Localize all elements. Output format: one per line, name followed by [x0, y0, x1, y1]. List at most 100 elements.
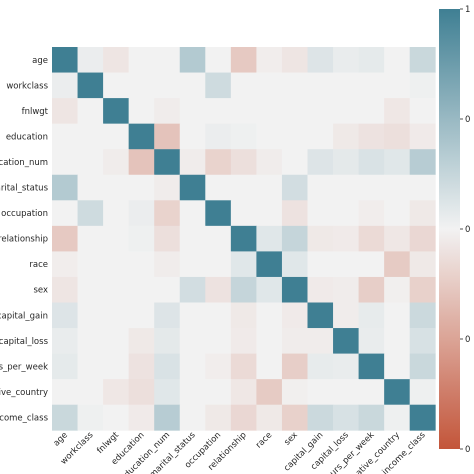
heatmap-cell — [358, 174, 385, 201]
heatmap-cell — [103, 47, 130, 73]
heatmap-cell — [281, 149, 308, 176]
heatmap-cell — [333, 251, 359, 278]
heatmap-cell — [358, 353, 385, 380]
heatmap-cell — [154, 47, 181, 73]
heatmap-cell — [205, 200, 232, 227]
heatmap-cell — [307, 200, 334, 227]
heatmap-cell — [281, 98, 308, 125]
heatmap-cell — [333, 200, 359, 227]
heatmap-cell — [409, 404, 436, 431]
heatmap-cell — [409, 149, 436, 176]
heatmap-cell — [333, 47, 359, 73]
heatmap-cell — [103, 98, 130, 125]
heatmap-cell — [230, 47, 257, 73]
heatmap-cell — [281, 302, 308, 329]
heatmap-cell — [333, 379, 359, 406]
heatmap-cell — [281, 353, 308, 380]
heatmap-cell — [154, 404, 181, 431]
heatmap-cell — [205, 149, 232, 176]
heatmap-cell — [154, 302, 181, 329]
heatmap-cell — [333, 72, 359, 99]
heatmap-cell — [179, 200, 206, 227]
heatmap-cell — [384, 123, 411, 150]
heatmap-cell — [154, 225, 181, 252]
heatmap-cell — [77, 353, 104, 380]
heatmap-cell — [103, 123, 130, 150]
heatmap-cell — [384, 328, 411, 354]
heatmap-cell — [77, 200, 104, 227]
heatmap-cell — [128, 98, 155, 125]
heatmap-cell — [281, 404, 308, 431]
heatmap-cell — [205, 302, 232, 329]
heatmap-cell — [384, 251, 411, 278]
heatmap-cell — [179, 123, 206, 150]
heatmap-cell — [307, 353, 334, 380]
heatmap-cell — [307, 404, 334, 431]
heatmap-cell — [52, 404, 78, 431]
heatmap-cell — [358, 379, 385, 406]
colorbar: 1 0 0 0 0 — [439, 5, 470, 455]
heatmap-cell — [103, 72, 130, 99]
heatmap-cell — [230, 98, 257, 125]
heatmap-cell — [307, 379, 334, 406]
heatmap-cell — [358, 47, 385, 73]
heatmap-cell — [307, 225, 334, 252]
heatmap-cell — [230, 276, 257, 303]
heatmap-cell — [358, 251, 385, 278]
heatmap-cell — [256, 225, 283, 252]
heatmap-cell — [281, 47, 308, 73]
heatmap-cell — [77, 225, 104, 252]
y-tick-label: workclass — [6, 81, 48, 91]
heatmap-cell — [409, 302, 436, 329]
heatmap-cell — [154, 328, 181, 354]
heatmap-cell — [179, 72, 206, 99]
heatmap-cell — [103, 251, 130, 278]
colorbar-tick-label: 0 — [465, 225, 470, 235]
heatmap-cell — [409, 174, 436, 201]
heatmap-cell — [333, 328, 359, 354]
heatmap-cell — [307, 302, 334, 329]
heatmap-cell — [307, 47, 334, 73]
heatmap-cell — [77, 276, 104, 303]
heatmap-cell — [409, 251, 436, 278]
heatmap-cell — [307, 251, 334, 278]
heatmap-cell — [77, 149, 104, 176]
heatmap-cell — [77, 404, 104, 431]
heatmap-cell — [103, 328, 130, 354]
heatmap-cell — [77, 251, 104, 278]
heatmap-cell — [230, 404, 257, 431]
y-tick-labels: age workclass fnlwgt education education_num… — [0, 56, 49, 424]
heatmap-cell — [256, 149, 283, 176]
heatmap-cell — [358, 404, 385, 431]
heatmap-cell — [281, 200, 308, 227]
heatmap-cell — [409, 123, 436, 150]
heatmap-cell — [307, 276, 334, 303]
y-tick-label: occupation — [1, 209, 48, 219]
y-tick-label: capital_gain — [0, 311, 48, 321]
heatmap-cell — [179, 149, 206, 176]
heatmap-cell — [256, 174, 283, 201]
heatmap-cell — [409, 276, 436, 303]
heatmap-cell — [52, 225, 78, 252]
heatmap-cell — [52, 200, 78, 227]
heatmap-cell — [52, 328, 78, 354]
heatmap-cell — [205, 47, 232, 73]
heatmap-cell — [230, 174, 257, 201]
heatmap-cell — [52, 276, 78, 303]
heatmap-cell — [154, 353, 181, 380]
heatmap-cell — [128, 328, 155, 354]
heatmap-cell — [256, 98, 283, 125]
heatmap-cell — [281, 174, 308, 201]
heatmap-cell — [103, 302, 130, 329]
heatmap-cell — [230, 72, 257, 99]
heatmap-cell — [205, 174, 232, 201]
heatmap-cell — [128, 225, 155, 252]
heatmap-cell — [205, 404, 232, 431]
heatmap-cell — [384, 174, 411, 201]
heatmap-cell — [128, 302, 155, 329]
y-tick-label: income_class — [0, 413, 49, 423]
heatmap-cell — [103, 174, 130, 201]
y-tick-label: marital_status — [0, 184, 49, 194]
heatmap-cell — [358, 123, 385, 150]
heatmap-cell — [409, 353, 436, 380]
